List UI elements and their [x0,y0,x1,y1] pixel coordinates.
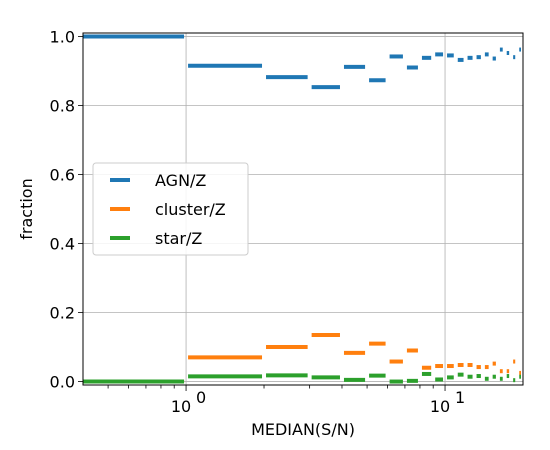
x-tick-label: 10 [430,397,450,416]
y-tick-label: 0.0 [50,373,75,392]
series-agnz [83,34,521,90]
y-tick-label: 0.6 [50,165,75,184]
series-starz [83,371,521,384]
plot-frame [82,32,524,386]
axes-layer: 0.0 0.2 0.4 0.6 0.8 1.0 10 0 10 1 [50,27,466,416]
x-tick-label: 10 [171,397,191,416]
x-axis-label: MEDIAN(S/N) [251,420,355,439]
y-tick-label: 0.8 [50,96,75,115]
y-tick-label: 0.4 [50,235,75,254]
y-tick-label: 0.2 [50,304,75,323]
legend-label: star/Z [155,229,202,248]
x-tick-exponent: 1 [455,388,465,407]
legend-label: cluster/Z [155,200,226,219]
y-axis-label: fraction [17,178,36,239]
legend-box [92,162,249,256]
y-tick-label: 1.0 [50,27,75,46]
series-layer [83,34,521,384]
x-tick-exponent: 0 [196,388,206,407]
legend: AGN/Z cluster/Z star/Z [92,162,249,256]
legend-label: AGN/Z [155,171,206,190]
